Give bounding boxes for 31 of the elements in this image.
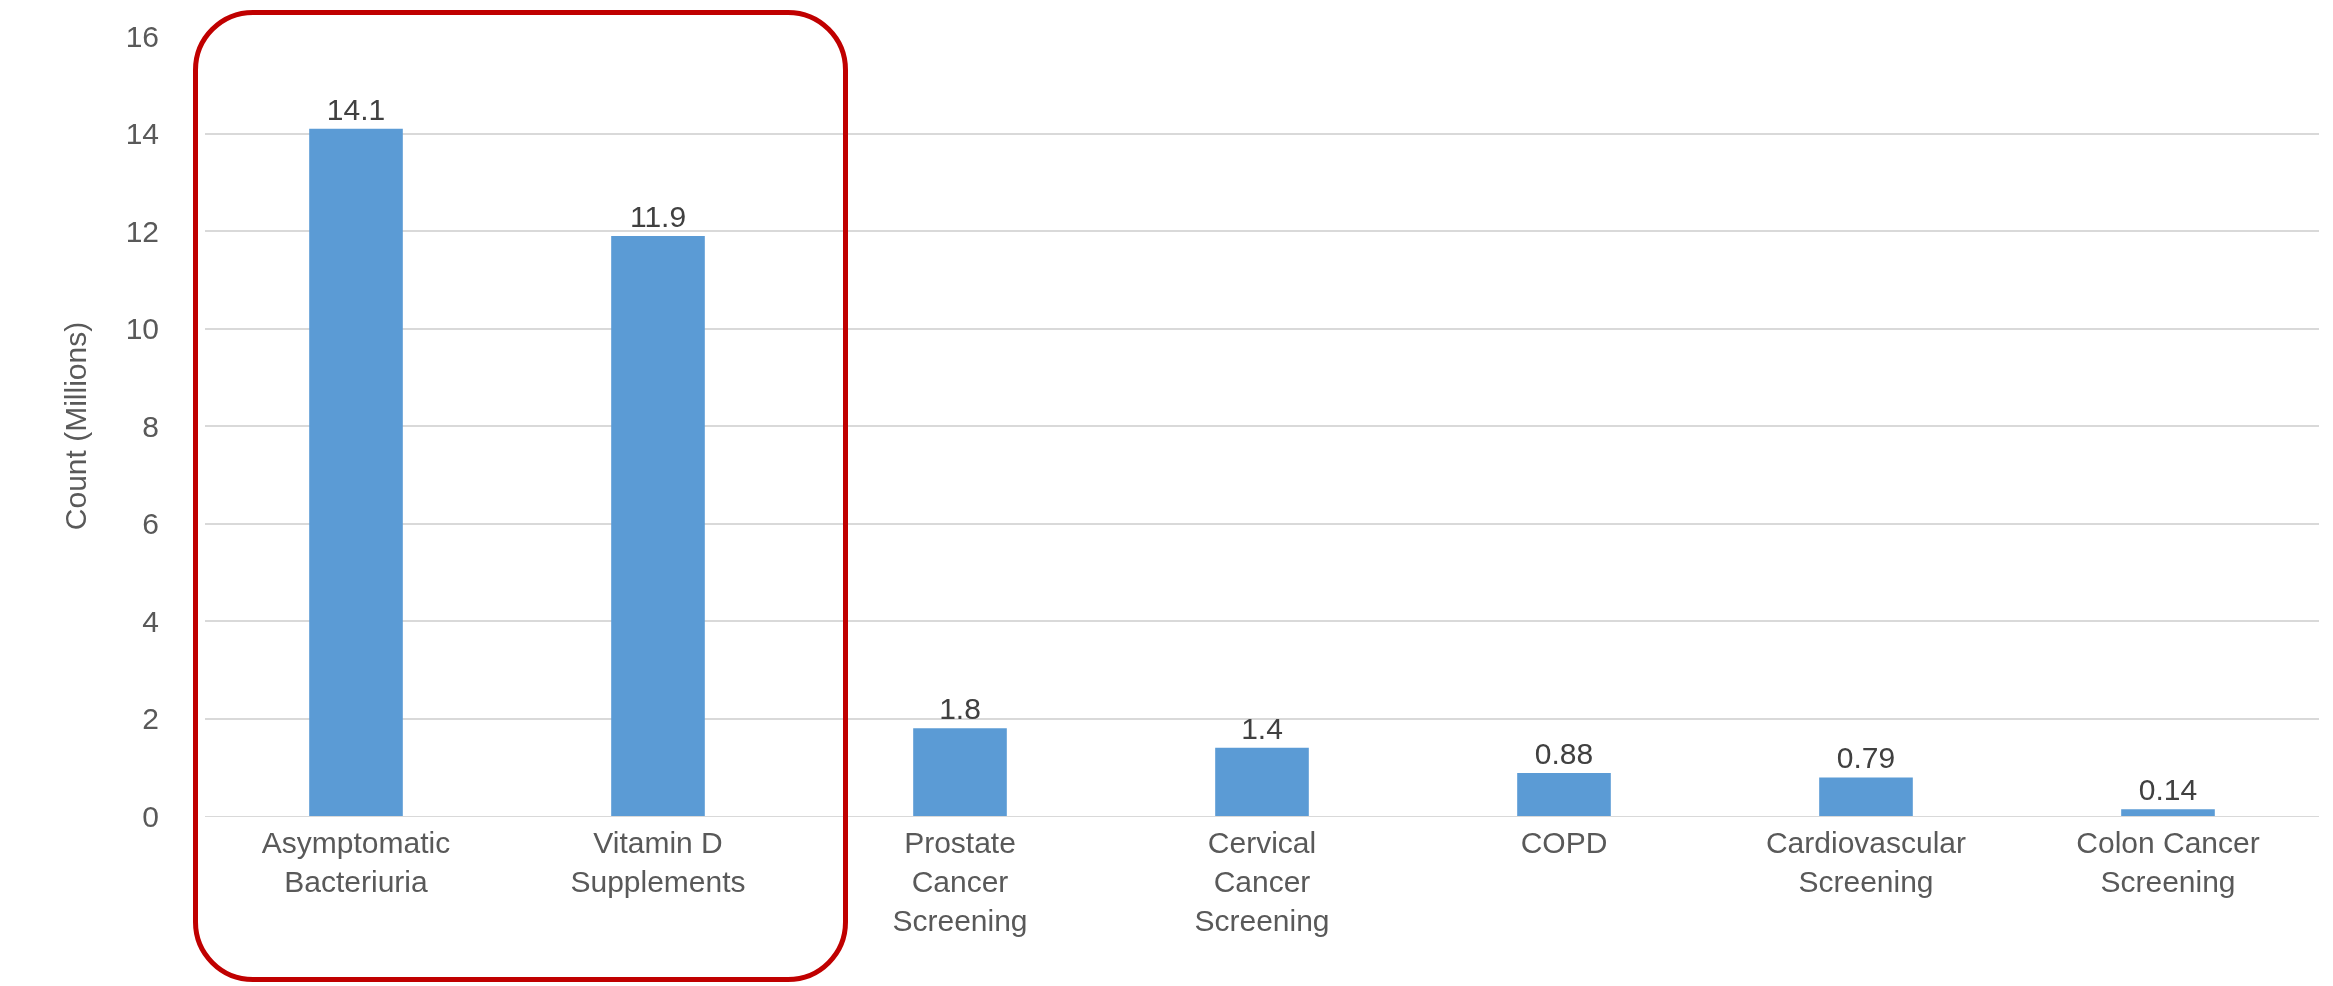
- data-label: 0.79: [1836, 741, 1896, 775]
- bar: [611, 235, 705, 816]
- y-axis-title: Count (Millions): [58, 321, 92, 531]
- bar: [309, 128, 403, 816]
- data-label: 1.8: [939, 692, 981, 726]
- y-tick-label: 6: [142, 507, 159, 540]
- y-tick-label: 2: [142, 702, 159, 735]
- y-tick-label: 10: [125, 312, 159, 345]
- bar: [1517, 773, 1611, 816]
- y-tick-label: 14: [125, 117, 159, 150]
- y-tick-label: 4: [142, 604, 159, 638]
- data-label: 14.1: [326, 92, 386, 126]
- x-tick-label: COPD: [1520, 826, 1608, 859]
- bar: [2121, 809, 2215, 816]
- y-tick-label: 16: [125, 19, 159, 53]
- x-tick-label: Prostate Cancer Screening: [892, 826, 1028, 937]
- y-tick-label: 12: [125, 214, 159, 248]
- x-tick-label: Cervical Cancer Screening: [1194, 826, 1330, 937]
- x-tick-label: Cardiovascular Screening: [1765, 826, 1967, 898]
- data-label: 0.88: [1534, 737, 1594, 771]
- bar: [1819, 777, 1913, 816]
- x-tick-label: Colon Cancer Screening: [2076, 826, 2260, 898]
- data-label: 1.4: [1241, 711, 1283, 745]
- x-tick-label: Asymptomatic Bacteriuria: [261, 826, 451, 898]
- bar: [913, 728, 1007, 816]
- y-tick-label: 8: [142, 409, 159, 443]
- y-tick-label: 0: [142, 799, 159, 833]
- data-label: 0.14: [2138, 773, 2198, 807]
- bar: [1215, 747, 1309, 816]
- x-tick-label: Vitamin D Supplements: [570, 826, 746, 898]
- data-label: 11.9: [629, 199, 687, 233]
